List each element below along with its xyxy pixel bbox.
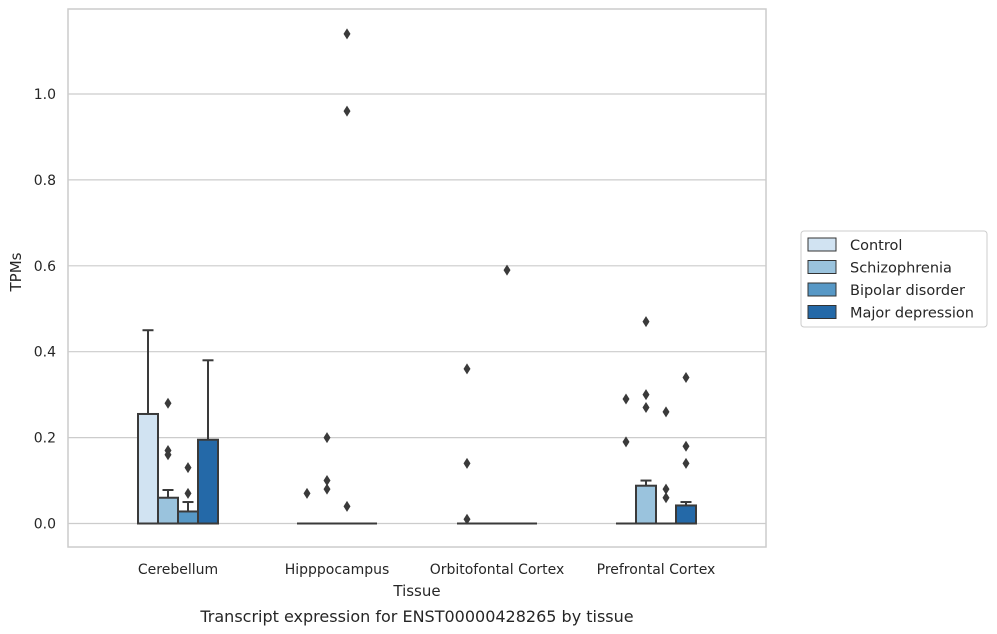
outlier-marker <box>463 513 471 525</box>
box-bipolar-disorder <box>656 406 676 525</box>
legend-swatch <box>807 282 837 297</box>
outlier-marker <box>164 449 172 461</box>
y-tick-label: 1.0 <box>34 87 56 103</box>
box <box>137 412 159 525</box>
y-tick-label: 0.0 <box>34 517 56 533</box>
legend-swatch <box>807 237 837 252</box>
y-tick-label: 0.4 <box>34 345 56 361</box>
outlier-marker <box>682 371 690 383</box>
outlier-marker <box>164 397 172 409</box>
box-bipolar-disorder <box>497 264 517 525</box>
outlier-marker <box>682 457 690 469</box>
outlier-marker <box>463 457 471 469</box>
legend-swatch <box>807 305 837 319</box>
outlier-marker <box>662 483 670 495</box>
x-tick-label: Prefrontal Cortex <box>597 562 716 578</box>
outlier-marker <box>642 316 650 328</box>
box-schizophrenia <box>157 397 179 525</box>
outlier-marker <box>642 389 650 401</box>
legend: Control Schizophrenia Bipolar disorder Majo… <box>800 230 988 328</box>
box <box>197 438 219 525</box>
box-control <box>297 487 317 525</box>
y-tick-label: 0.8 <box>34 173 56 189</box>
legend-label: Schizophrenia <box>850 261 952 277</box>
plot-marks <box>137 28 697 525</box>
box <box>177 510 199 525</box>
outlier-marker <box>343 500 351 512</box>
outlier-marker <box>682 440 690 452</box>
x-axis-ticks: Cerebellum Hipppocampus Orbitofontal Corte… <box>138 562 715 578</box>
legend-label: Bipolar disorder <box>850 283 965 299</box>
y-axis-title: TPMs <box>7 252 25 292</box>
outlier-marker <box>343 105 351 117</box>
box-control <box>616 393 636 525</box>
outlier-marker <box>323 475 331 487</box>
x-tick-label: Hipppocampus <box>285 562 390 578</box>
box <box>635 484 657 525</box>
legend-swatch <box>807 260 837 274</box>
box-bipolar-disorder <box>177 462 199 525</box>
box-schizophrenia <box>317 432 337 525</box>
outlier-marker <box>303 487 311 499</box>
outlier-marker <box>503 264 511 276</box>
box-bipolar-disorder <box>337 28 357 525</box>
outlier-marker <box>622 436 630 448</box>
box-schizophrenia <box>635 316 657 525</box>
box-major-depression <box>675 371 697 525</box>
outlier-marker <box>622 393 630 405</box>
outlier-marker <box>662 492 670 504</box>
outlier-marker <box>463 363 471 375</box>
y-tick-label: 0.2 <box>34 431 56 447</box>
box-control <box>137 329 159 525</box>
x-tick-label: Cerebellum <box>138 562 218 578</box>
box <box>157 496 179 525</box>
box-control <box>457 363 477 525</box>
legend-label: Control <box>850 238 902 254</box>
x-tick-label: Orbitofontal Cortex <box>430 562 565 578</box>
figure-caption: Transcript expression for ENST0000042826… <box>199 607 633 626</box>
outlier-marker <box>642 402 650 414</box>
x-axis-title: Tissue <box>392 582 440 600</box>
box-major-depression <box>197 359 219 525</box>
grid-lines <box>68 93 766 525</box>
outlier-marker <box>323 432 331 444</box>
plot-frame <box>67 8 767 548</box>
outlier-marker <box>662 406 670 418</box>
outlier-marker <box>184 487 192 499</box>
outlier-marker <box>184 462 192 474</box>
legend-label: Major depression <box>850 306 974 322</box>
y-tick-label: 0.6 <box>34 259 56 275</box>
outlier-marker <box>343 28 351 40</box>
y-axis-ticks: 0.0 0.2 0.4 0.6 0.8 1.0 <box>34 87 56 533</box>
outlier-marker <box>323 483 331 495</box>
legend-frame <box>800 230 988 328</box>
box <box>675 504 697 525</box>
